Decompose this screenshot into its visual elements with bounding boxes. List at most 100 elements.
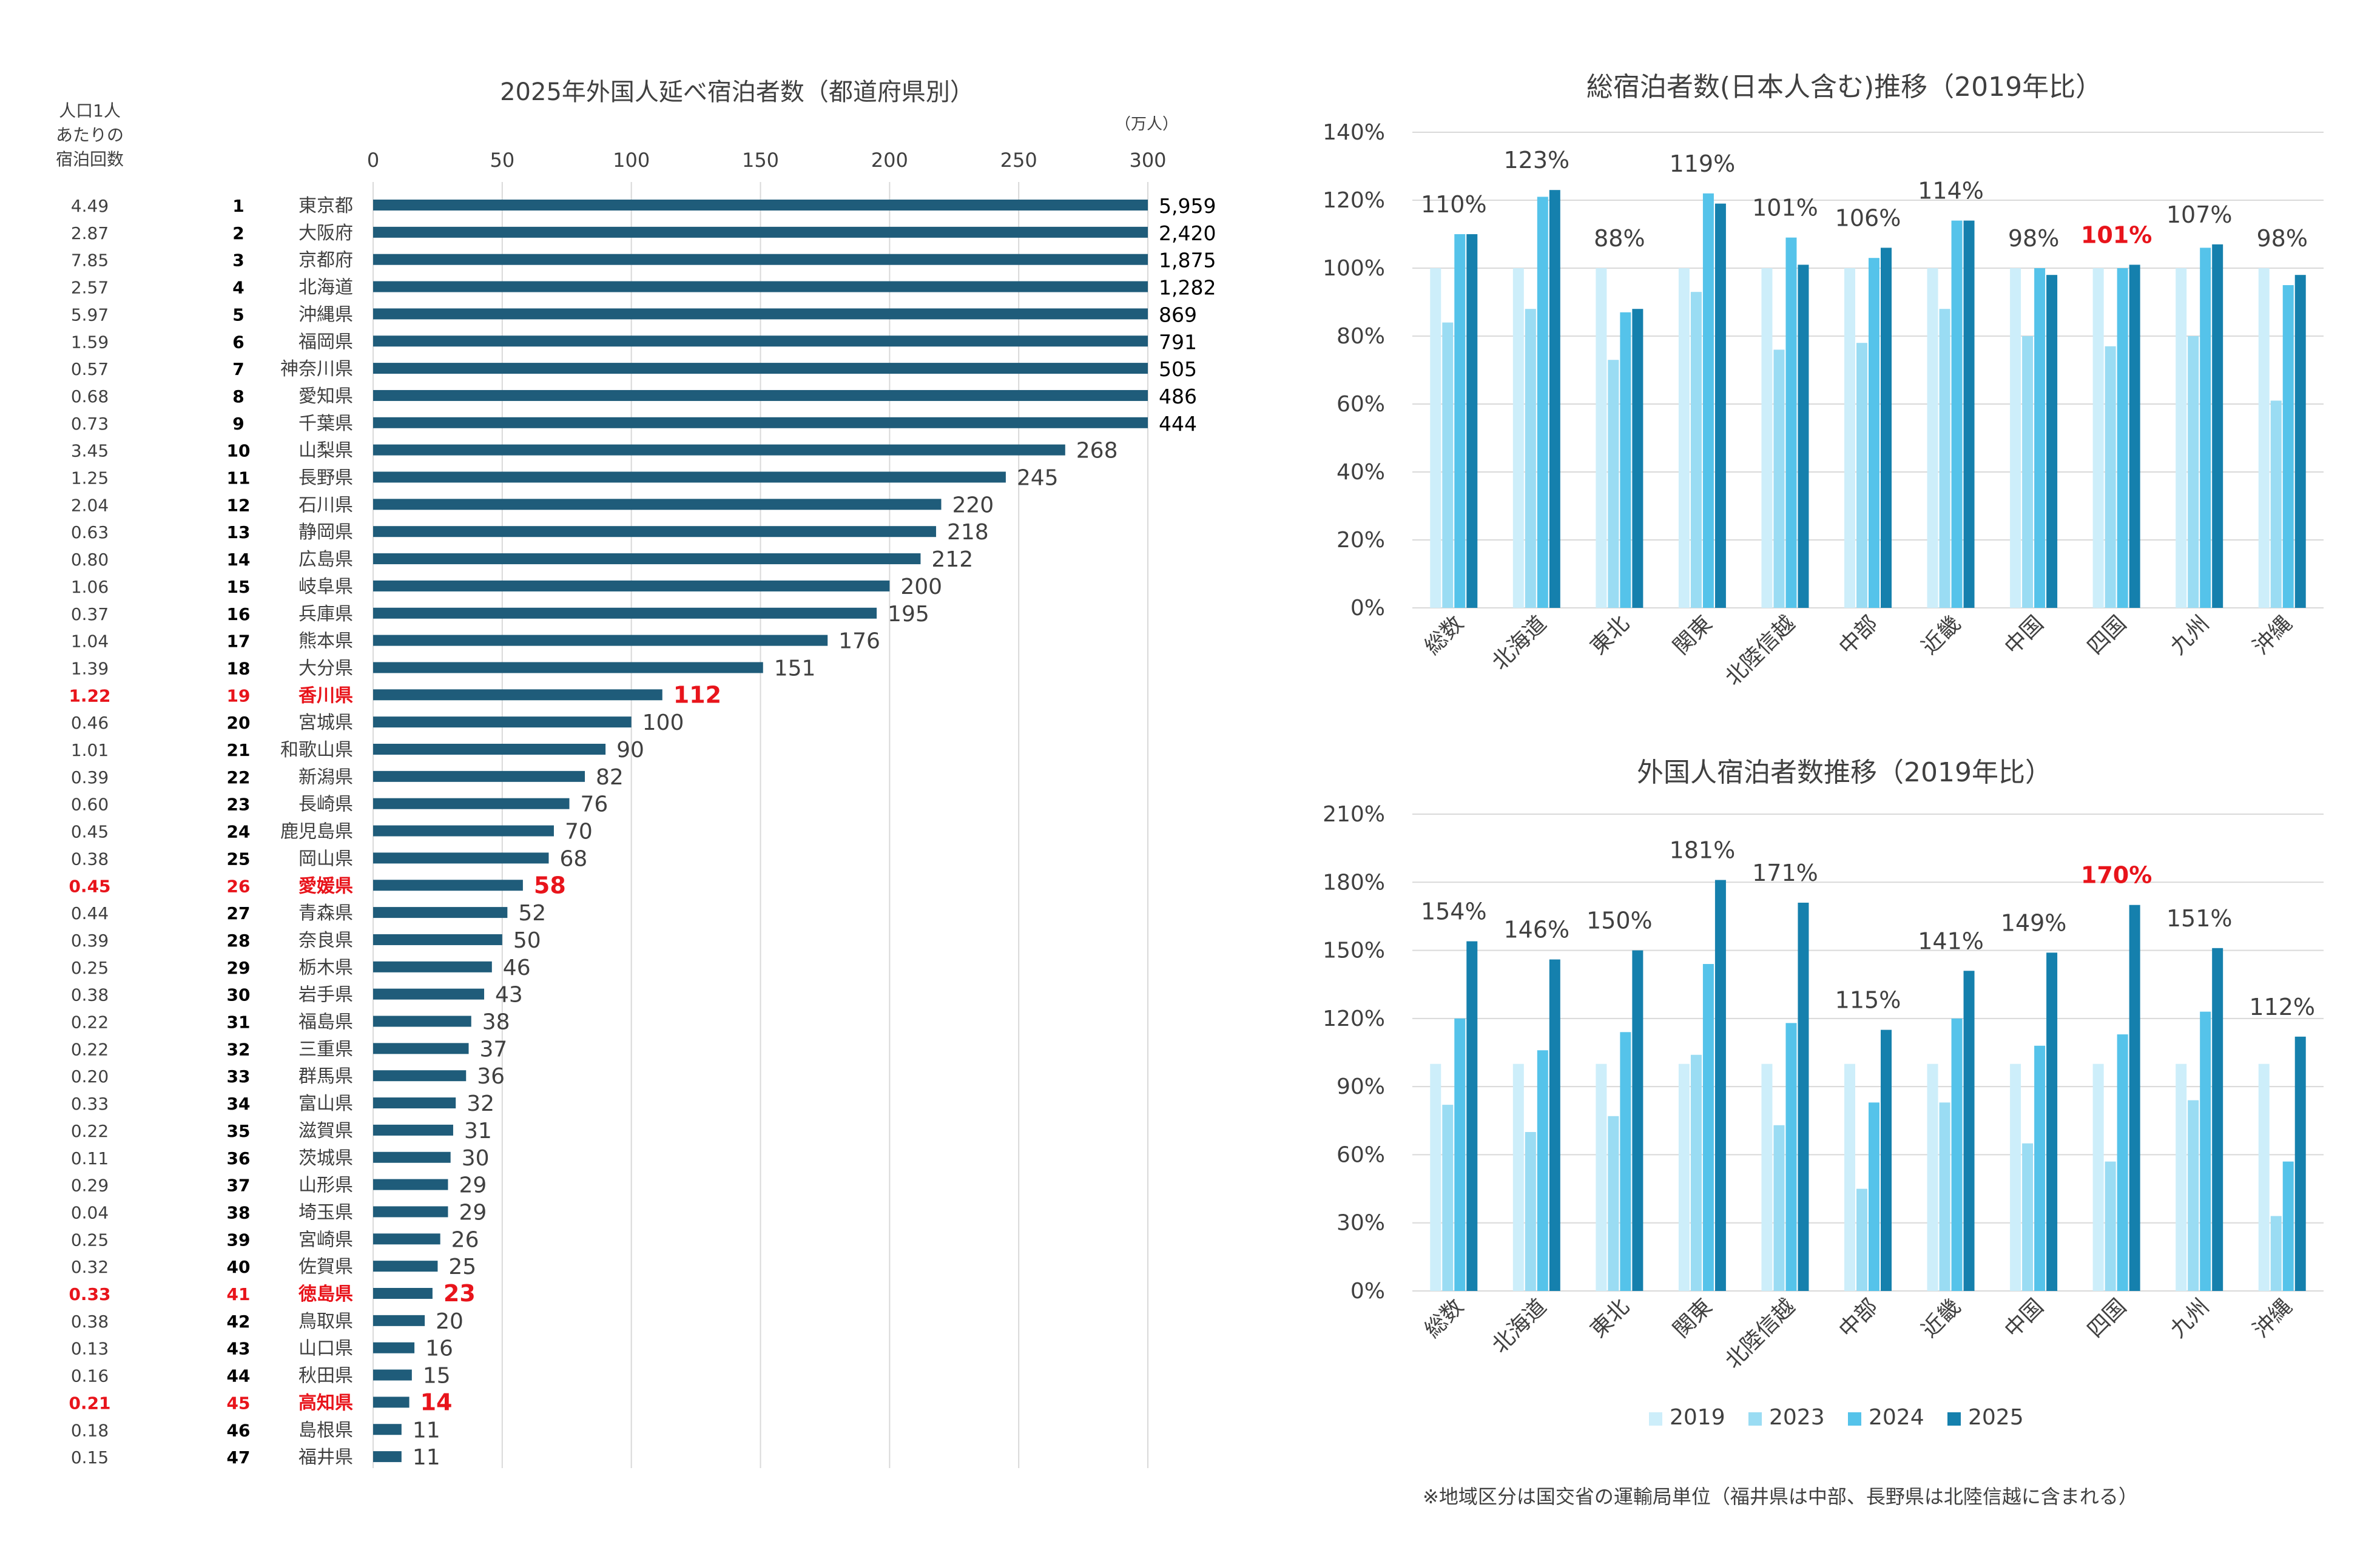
prefecture-label: 高知県 <box>298 1392 353 1414</box>
rank-label: 7 <box>232 359 244 379</box>
bar-2024 <box>1702 193 1714 608</box>
prefecture-label: 長崎県 <box>298 794 353 815</box>
prefecture-rows: 4.49 1 東京都 5,959 2.87 2 大阪府 2,420 7.85 3 京都府 1,875 2… <box>69 194 1216 1470</box>
bar-2023 <box>1525 309 1536 608</box>
prefecture-bar <box>373 1151 451 1163</box>
rank-label: 46 <box>227 1420 251 1440</box>
data-label: 106% <box>1835 204 1901 231</box>
rank-label: 41 <box>227 1284 251 1304</box>
bar-2019 <box>2010 1063 2021 1291</box>
prefecture-bar <box>373 1315 425 1326</box>
prefecture-label: 熊本県 <box>298 631 353 652</box>
per-capita-value: 1.06 <box>71 577 109 597</box>
bar-2024 <box>2200 1011 2211 1291</box>
prefecture-label: 青森県 <box>298 903 353 924</box>
prefecture-label: 島根県 <box>298 1420 353 1441</box>
bar-2024 <box>2117 1034 2128 1291</box>
prefecture-value-label: 1,282 <box>1159 276 1216 300</box>
bar-2025 <box>1714 880 1726 1291</box>
prefecture-value-label: 505 <box>1159 357 1197 381</box>
category-label: 四国 <box>2083 611 2131 659</box>
bar-2023 <box>2188 1100 2199 1291</box>
prefecture-bar <box>373 662 763 673</box>
data-label: 115% <box>1835 987 1901 1014</box>
prefecture-label: 大分県 <box>298 658 353 679</box>
legend-label: 2025 <box>1968 1405 2024 1430</box>
prefecture-value-label: 68 <box>559 846 587 871</box>
per-capita-value: 0.22 <box>71 1013 109 1033</box>
legend-swatch <box>1848 1412 1861 1426</box>
per-capita-value: 2.87 <box>71 223 109 243</box>
bar-2025 <box>1963 220 1975 608</box>
bar-2023 <box>1939 1102 1950 1291</box>
prefecture-bar <box>373 1288 433 1299</box>
prefecture-label: 大阪府 <box>298 223 353 244</box>
prefecture-bar <box>373 580 890 591</box>
bar-2019 <box>1927 268 1938 608</box>
prefecture-label: 長野県 <box>298 468 353 489</box>
legend-label: 2024 <box>1869 1405 1924 1430</box>
per-capita-header-line-1: 人口1人 <box>59 101 121 121</box>
bar-2019 <box>2176 268 2187 608</box>
prefecture-bar <box>373 1261 438 1272</box>
per-capita-value: 1.59 <box>71 332 109 352</box>
prefecture-label: 新潟県 <box>298 767 353 788</box>
y-tick-label: 120% <box>1323 1006 1385 1031</box>
prefecture-bar <box>373 1179 448 1190</box>
category-label: 北海道 <box>1488 1294 1551 1358</box>
category-label: 中国 <box>2000 1294 2049 1343</box>
prefecture-label: 千葉県 <box>298 413 353 434</box>
data-label: 170% <box>2081 862 2152 889</box>
rank-label: 12 <box>227 495 251 515</box>
bar-2025 <box>1881 1029 1892 1291</box>
per-capita-value: 0.11 <box>71 1148 109 1168</box>
rank-label: 34 <box>227 1094 251 1114</box>
x-tick-label: 100 <box>613 149 650 172</box>
bar-2025 <box>2294 275 2306 608</box>
rank-label: 14 <box>227 550 251 570</box>
bar-2023 <box>1856 1188 1867 1291</box>
per-capita-value: 0.73 <box>71 414 109 434</box>
legend-label: 2023 <box>1769 1405 1825 1430</box>
category-label: 九州 <box>2166 611 2214 659</box>
rank-label: 10 <box>227 441 251 461</box>
legend-swatch <box>1748 1412 1762 1426</box>
foreign-guests-plot: 0% 30% 60% 90% 120% 150% 180% 210% 154% 総数 146% 北海道… <box>1323 802 2324 1373</box>
foreign-guests-chart-title: 外国人宿泊者数推移（2019年比） <box>1637 757 2052 788</box>
rank-label: 45 <box>227 1393 251 1413</box>
rank-label: 11 <box>227 468 251 488</box>
bar-2023 <box>1525 1132 1536 1291</box>
prefecture-bar <box>373 852 549 864</box>
bar-2019 <box>1761 268 1773 608</box>
data-label: 150% <box>1586 908 1653 934</box>
prefecture-label: 福島県 <box>298 1012 353 1033</box>
bar-2019 <box>1512 1063 1524 1291</box>
bar-2023 <box>1442 322 1454 608</box>
per-capita-value: 0.22 <box>71 1039 109 1059</box>
prefecture-label: 埼玉県 <box>298 1202 353 1223</box>
prefecture-label: 奈良県 <box>298 930 353 951</box>
category-label: 関東 <box>1668 1294 1717 1343</box>
bar-2024 <box>2200 248 2211 608</box>
bar-2025 <box>2129 265 2140 608</box>
category-label: 総数 <box>1420 611 1469 659</box>
per-capita-value: 0.32 <box>71 1257 109 1277</box>
category-label: 北陸信越 <box>1721 1294 1800 1373</box>
per-capita-value: 0.60 <box>71 795 109 815</box>
bar-2023 <box>1608 1116 1619 1291</box>
per-capita-value: 0.33 <box>69 1284 110 1304</box>
prefecture-value-label: 11 <box>413 1418 440 1443</box>
rank-label: 33 <box>227 1066 251 1087</box>
per-capita-value: 5.97 <box>71 305 109 325</box>
data-label: 88% <box>1594 225 1645 252</box>
per-capita-value: 0.57 <box>71 359 109 379</box>
prefecture-label: 三重県 <box>298 1039 353 1060</box>
prefecture-label: 茨城県 <box>298 1148 353 1169</box>
prefecture-value-label: 36 <box>477 1064 505 1089</box>
prefecture-value-label: 43 <box>495 983 523 1008</box>
prefecture-value-label: 444 <box>1159 412 1197 436</box>
bar-2024 <box>1869 258 1879 608</box>
prefecture-value-label: 46 <box>503 955 531 980</box>
per-capita-header-line-3: 宿泊回数 <box>56 149 124 169</box>
bar-2025 <box>1881 248 1892 608</box>
